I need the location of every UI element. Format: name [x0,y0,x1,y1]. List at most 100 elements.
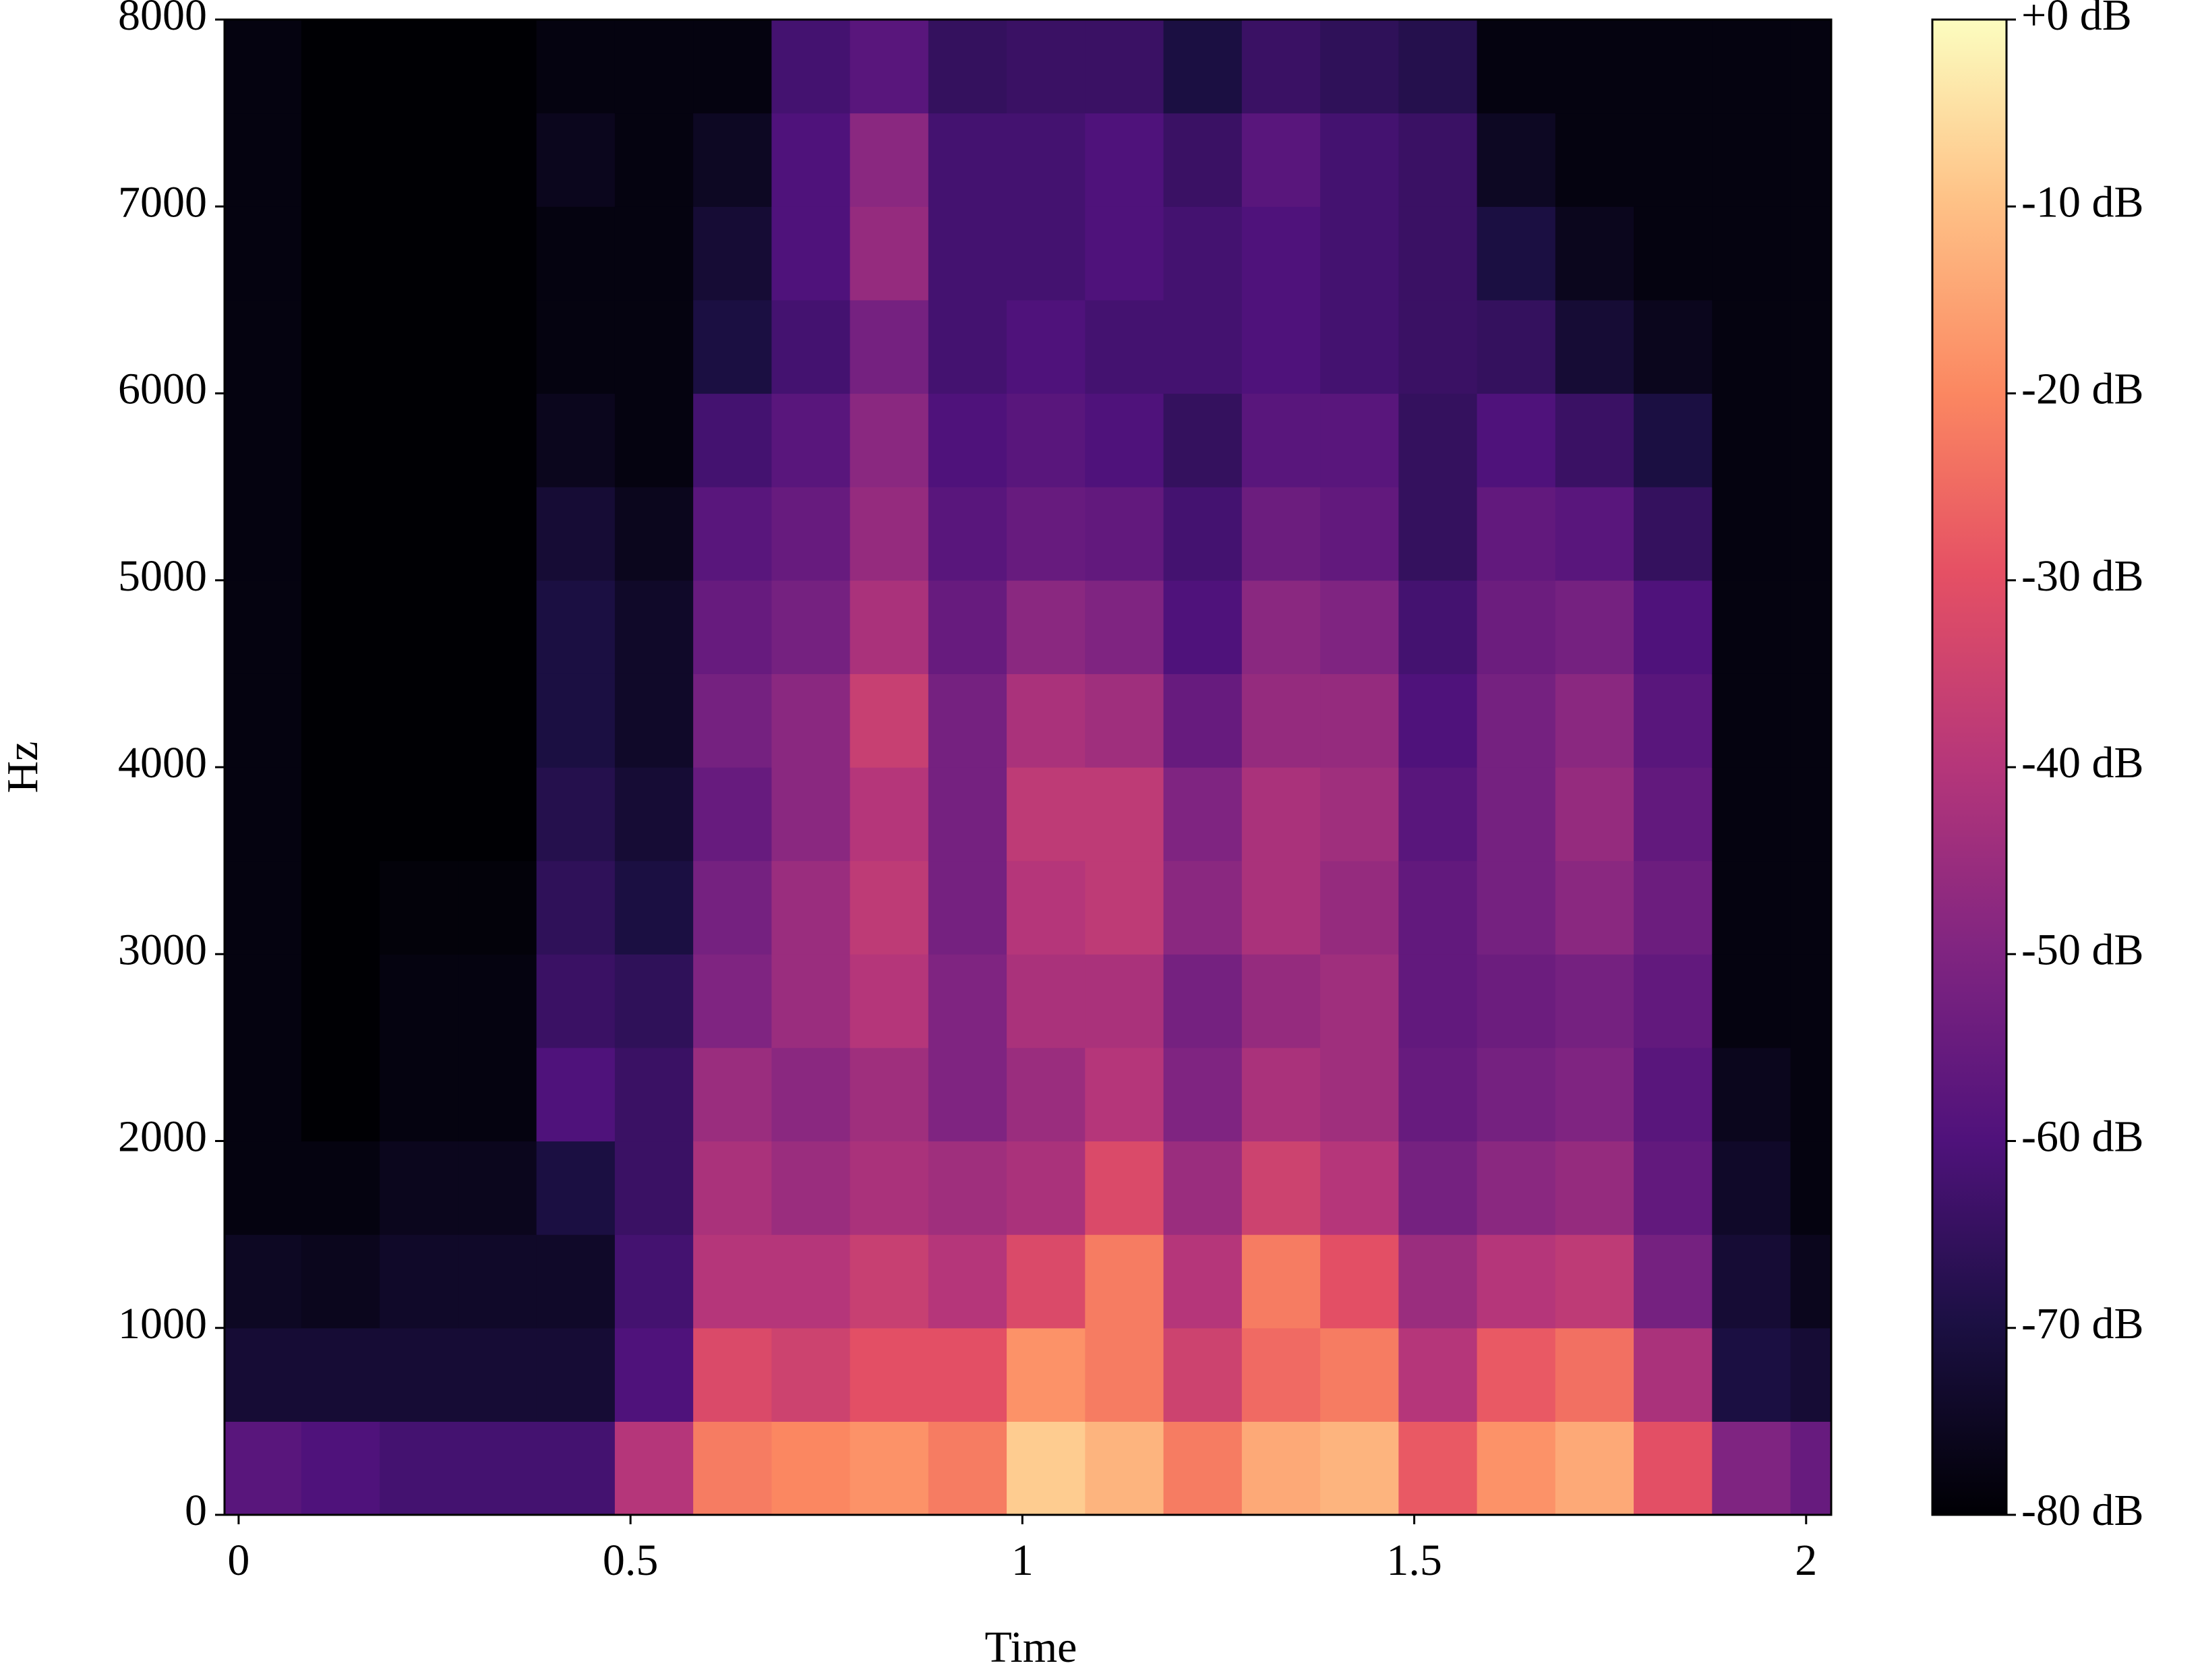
spectrogram-cells [225,20,1831,1515]
spectrogram-cell [1241,487,1321,581]
spectrogram-cell [1163,954,1243,1048]
spectrogram-cell [1085,673,1164,768]
spectrogram-cell [1555,673,1634,768]
spectrogram-cell [693,860,772,955]
spectrogram-cell [225,206,302,301]
spectrogram-cell [1163,860,1243,955]
spectrogram-cell [693,20,772,114]
spectrogram-cell [771,860,851,955]
spectrogram-cell [1241,860,1321,955]
colorbar-tick-label: -40 dB [2021,738,2144,787]
spectrogram-cell [1007,860,1086,955]
spectrogram-cell [850,1047,929,1142]
spectrogram-cell [1320,1327,1399,1422]
spectrogram-cell [1712,1047,1791,1142]
spectrogram-cell [1085,393,1164,487]
spectrogram-cell [1398,580,1478,674]
spectrogram-cell [536,206,616,301]
spectrogram-cell [928,487,1007,581]
colorbar-tick-label: -60 dB [2021,1112,2144,1162]
spectrogram-cell [458,20,537,114]
spectrogram-cell [771,299,851,394]
spectrogram-cell [693,113,772,207]
spectrogram-cell [1398,860,1478,955]
spectrogram-cell [1477,299,1556,394]
spectrogram-cell [1712,113,1791,207]
spectrogram-cell [1634,1047,1713,1142]
spectrogram-cell [850,299,929,394]
spectrogram-cell [928,113,1007,207]
spectrogram-cell [1163,673,1243,768]
spectrogram-cell [536,767,616,862]
spectrogram-cell [458,113,537,207]
spectrogram-cell [1241,1234,1321,1329]
colorbar-tick-label: -50 dB [2021,925,2144,974]
spectrogram-cell [1634,299,1713,394]
spectrogram-cell [1398,206,1478,301]
spectrogram-cell [1007,299,1086,394]
spectrogram-cell [1790,1141,1831,1235]
spectrogram-cell [1712,487,1791,581]
x-axis-label: Time [985,1623,1077,1672]
spectrogram-cell [380,393,459,487]
spectrogram-cell [771,673,851,768]
spectrogram-cell [458,673,537,768]
spectrogram-cell [458,1141,537,1235]
spectrogram-cell [1790,487,1831,581]
spectrogram-cell [1477,20,1556,114]
spectrogram-cell [1163,1141,1243,1235]
spectrogram-cell [1477,1327,1556,1422]
spectrogram-cell [1555,954,1634,1048]
spectrogram-cell [536,487,616,581]
spectrogram-cell [1241,954,1321,1048]
spectrogram-cell [1085,487,1164,581]
spectrogram-cell [1477,1047,1556,1142]
spectrogram-cell [1477,580,1556,674]
spectrogram-cell [1555,393,1634,487]
spectrogram-cell [614,299,694,394]
spectrogram-cell [928,1047,1007,1142]
spectrogram-cell [1555,580,1634,674]
spectrogram-cell [1163,767,1243,862]
spectrogram-cell [536,1234,616,1329]
spectrogram-cell [1320,954,1399,1048]
spectrogram-cell [1790,1327,1831,1422]
spectrogram-cell [1477,954,1556,1048]
spectrogram-cell [1085,954,1164,1048]
spectrogram-cell [1634,113,1713,207]
spectrogram-cell [1477,206,1556,301]
spectrogram-cell [614,20,694,114]
y-axis-label: Hz [0,742,47,793]
spectrogram-cell [1634,673,1713,768]
spectrogram-cell [1398,487,1478,581]
spectrogram-cell [1007,487,1086,581]
spectrogram-cell [1007,20,1086,114]
spectrogram-cell [1790,1047,1831,1142]
spectrogram-cell [850,393,929,487]
spectrogram-cell [458,580,537,674]
y-tick-label: 5000 [118,551,207,601]
spectrogram-cell [536,1327,616,1422]
spectrogram-cell [1555,206,1634,301]
spectrogram-cell [1477,673,1556,768]
spectrogram-cell [771,487,851,581]
y-tick-label: 6000 [118,365,207,414]
spectrogram-cell [380,580,459,674]
spectrogram-cell [771,954,851,1048]
spectrogram-cell [536,954,616,1048]
spectrogram-cell [1712,20,1791,114]
spectrogram-cell [1398,1047,1478,1142]
spectrogram-cell [1320,487,1399,581]
spectrogram-cell [1320,1421,1399,1515]
spectrogram-cell [458,393,537,487]
spectrogram-cell [225,1141,302,1235]
spectrogram-cell [771,206,851,301]
spectrogram-cell [771,1234,851,1329]
spectrogram-cell [1398,393,1478,487]
spectrogram-cell [693,1047,772,1142]
spectrogram-cell [1790,20,1831,114]
spectrogram-cell [693,1141,772,1235]
spectrogram-cell [1790,113,1831,207]
spectrogram-cell [225,487,302,581]
y-tick-label: 0 [185,1486,207,1535]
